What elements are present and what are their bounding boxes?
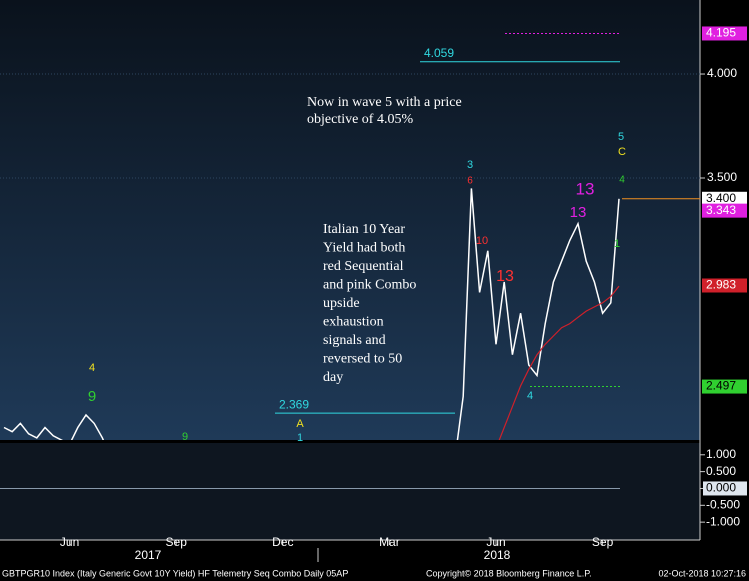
count-label: 13 — [570, 204, 587, 221]
footer-title: GBTPGR10 Index (Italy Generic Govt 10Y Y… — [2, 568, 348, 578]
annotation: red Sequential — [323, 259, 404, 274]
count-label: 6 — [467, 176, 473, 187]
timestamp: 02-Oct-2018 10:27:16 — [658, 568, 746, 578]
price-tag-label: 4.195 — [706, 26, 736, 40]
copyright: Copyright© 2018 Bloomberg Finance L.P. — [426, 568, 592, 578]
lower-panel — [0, 443, 700, 540]
count-label: 1 — [614, 238, 620, 250]
count-label: 9 — [88, 388, 96, 405]
plot: 4.059 2.369 — [3, 32, 620, 440]
count-label: 4 — [527, 390, 533, 402]
count-label: 4 — [89, 362, 95, 374]
count-label: 13 — [496, 268, 514, 285]
price-tag — [702, 203, 747, 218]
x-tick-label: Sep — [166, 535, 188, 549]
count-label: 13 — [576, 179, 595, 198]
x-tick-label: Mar — [379, 535, 400, 549]
zero-tag — [703, 481, 747, 496]
count-label: 1 — [297, 432, 303, 444]
count-label: 9 — [182, 431, 188, 443]
y-tick-label: 0.000 — [706, 481, 736, 495]
annotation: exhaustion — [323, 315, 384, 330]
year-label: 2018 — [484, 548, 511, 562]
series-line — [498, 285, 620, 440]
annotation: and pink Combo — [323, 278, 416, 293]
y-tick-label: 0.500 — [706, 464, 736, 478]
count-label: 10 — [476, 235, 488, 247]
x-tick-label: Sep — [592, 535, 614, 549]
y-tick-label: 1.000 — [706, 447, 736, 461]
y-tick-label: 3.500 — [707, 170, 737, 184]
count-label: A — [296, 418, 304, 430]
series-line — [3, 188, 620, 440]
x-tick-label: Jun — [60, 535, 79, 549]
annotation: signals and — [323, 333, 386, 348]
annotation: upside — [323, 296, 360, 311]
price-tag-label: 2.983 — [706, 278, 736, 292]
price-tag — [702, 191, 747, 206]
count-label: 4 — [619, 175, 625, 186]
annotation: Now in wave 5 with a price — [307, 95, 462, 110]
level-label: 4.059 — [424, 46, 454, 60]
count-label: C — [618, 146, 626, 158]
level-label: 2.369 — [279, 397, 309, 411]
price-tag — [702, 278, 747, 293]
annotation: reversed to 50 — [323, 352, 402, 367]
x-tick-label: Jun — [486, 535, 505, 549]
price-tag — [702, 26, 747, 41]
y-tick-label: -1.000 — [706, 514, 740, 528]
y-tick-label: 4.000 — [707, 66, 737, 80]
annotation: Yield had both — [323, 241, 405, 256]
price-tag-label: 3.343 — [706, 203, 736, 217]
y-tick-label: -0.500 — [706, 497, 740, 511]
annotation: Italian 10 Year — [323, 222, 405, 237]
annotation: objective of 4.05% — [307, 112, 413, 127]
count-label: 5 — [618, 131, 624, 143]
annotation: day — [323, 370, 343, 385]
year-label: 2017 — [135, 548, 162, 562]
price-tag — [702, 379, 747, 394]
x-tick-label: Dec — [272, 535, 293, 549]
price-tag-label: 3.400 — [706, 191, 736, 205]
main-panel — [0, 0, 700, 440]
count-label: 3 — [467, 159, 473, 171]
price-tag-label: 2.497 — [706, 379, 736, 393]
